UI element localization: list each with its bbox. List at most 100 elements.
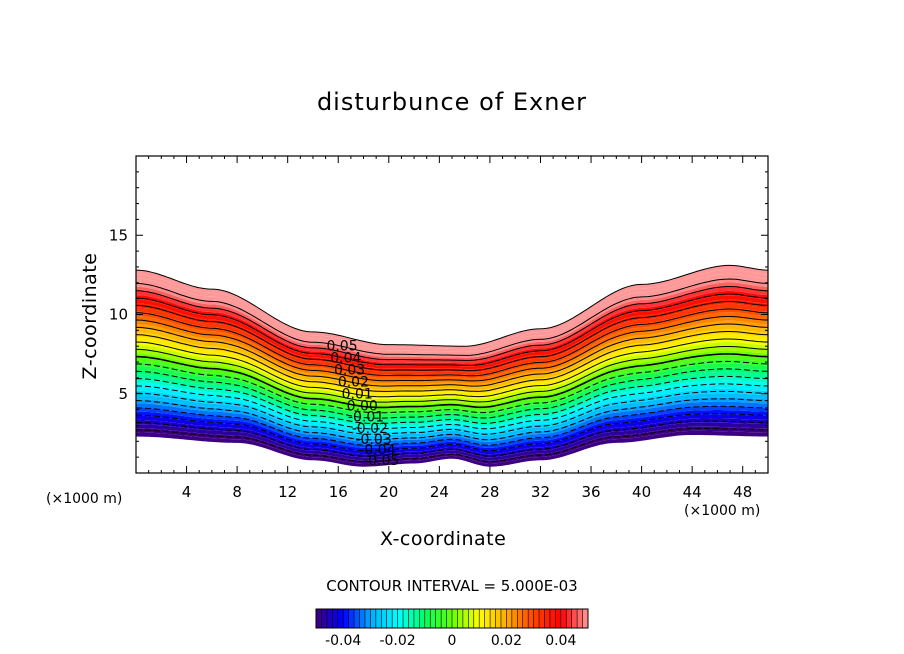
colorbar-segment — [446, 609, 453, 628]
colorbar-segment — [528, 609, 534, 628]
contour-band — [136, 282, 768, 361]
y-tick-label: 5 — [118, 385, 128, 403]
x-tick-label: 4 — [182, 483, 192, 501]
contour-label: 0.03 — [334, 363, 365, 379]
top-boundary-line — [136, 264, 768, 347]
colorbar-tick-label: 0.02 — [491, 633, 522, 649]
colorbar-segment — [484, 609, 491, 628]
contour-line — [136, 338, 768, 398]
colorbar-segment — [452, 609, 458, 628]
colorbar-segment — [462, 609, 469, 628]
contour-label: -0.01 — [348, 410, 384, 426]
contour-band — [136, 354, 768, 412]
colorbar-segment — [560, 609, 567, 628]
contour-line — [136, 331, 768, 392]
contour-band — [136, 359, 768, 415]
colorbar-segment — [555, 609, 562, 628]
colorbar-segment — [511, 609, 518, 628]
colorbar-segment — [457, 609, 464, 628]
contour-label: 0.04 — [330, 350, 361, 366]
contour-line — [136, 308, 768, 377]
contour-line — [136, 353, 768, 409]
colorbar-segment — [332, 609, 339, 628]
colorbar-segment — [468, 609, 475, 628]
contour-labels: 0.050.040.030.020.010.00-0.01-0.02-0.03-… — [326, 338, 399, 469]
colorbar-segment — [582, 609, 589, 628]
colorbar-segment — [408, 609, 415, 628]
colorbar-segment — [370, 609, 377, 628]
contour-line — [136, 293, 768, 366]
colorbar-segment — [506, 609, 513, 628]
z-unit-label: (×1000 m) — [46, 491, 123, 507]
colorbar-segment — [386, 609, 393, 628]
colorbar-segment — [381, 609, 388, 628]
contour-band — [136, 278, 768, 358]
colorbar-segment — [359, 609, 366, 628]
colorbar-segment — [337, 609, 344, 628]
colorbar-segment — [397, 609, 404, 628]
contour-line — [136, 286, 768, 361]
contour-band — [136, 273, 768, 355]
colorbar-tick-label: -0.04 — [325, 633, 361, 649]
colorbar-segment — [375, 609, 382, 628]
x-unit-label: (×1000 m) — [684, 503, 761, 519]
contour-band — [136, 269, 768, 352]
x-tick-label: 24 — [430, 483, 449, 501]
contour-line — [136, 346, 768, 403]
contour-label: -0.04 — [359, 442, 395, 458]
contour-band — [136, 299, 768, 373]
x-tick-label: 48 — [733, 483, 752, 501]
contour-label: 0.05 — [326, 338, 357, 354]
contour-band — [136, 376, 768, 427]
colorbar-segment — [544, 609, 551, 628]
contour-band — [136, 312, 768, 381]
contour-band — [136, 405, 768, 448]
colorbar-segment — [473, 609, 480, 628]
colorbar-segment — [424, 609, 431, 628]
colorbar-segment — [430, 609, 436, 628]
colorbar-tick-label: 0 — [448, 633, 457, 649]
contour-line — [136, 301, 768, 372]
contour-band — [136, 426, 768, 464]
x-axis-label: X-coordinate — [380, 528, 507, 550]
colorbar-segment — [495, 609, 502, 628]
colorbar-tick-label: 0.04 — [545, 633, 576, 649]
contour-label: 0.01 — [342, 387, 373, 403]
contour-band — [136, 325, 768, 390]
contour-band — [136, 393, 768, 439]
colorbar-segment — [490, 609, 496, 628]
contour-line — [136, 398, 768, 441]
contour-band — [136, 380, 768, 430]
colorbar-segment — [533, 609, 540, 628]
colorbar-segment — [549, 609, 556, 628]
contour-label: 0.02 — [338, 375, 369, 391]
contour-label: 0.00 — [347, 398, 378, 414]
contour-band — [136, 410, 768, 451]
contour-line — [136, 413, 768, 452]
contour-band — [136, 422, 768, 461]
x-tick-label: 44 — [683, 483, 702, 501]
colorbar-segment — [539, 609, 545, 628]
colorbar-segment — [500, 609, 507, 628]
colorbar-segment — [413, 609, 420, 628]
colorbar-segment — [577, 609, 583, 628]
contour-line — [136, 405, 768, 446]
colorbar-segment — [343, 609, 349, 628]
contour-lines — [136, 264, 768, 463]
contour-band — [136, 350, 768, 408]
colorbar-segment — [419, 609, 426, 628]
y-tick-label: 15 — [109, 226, 128, 244]
contour-label: -0.03 — [356, 432, 392, 448]
y-tick-label: 10 — [109, 306, 128, 324]
colorbar-segment — [441, 609, 447, 628]
contour-band — [136, 303, 768, 376]
contour-band — [136, 308, 768, 378]
x-tick-label: 16 — [329, 483, 348, 501]
contour-band — [136, 346, 768, 405]
colorbar-segment — [326, 609, 333, 628]
contour-band — [136, 418, 768, 458]
contour-line — [136, 278, 768, 356]
contour-interval-label: CONTOUR INTERVAL = 5.000E-03 — [326, 577, 578, 595]
